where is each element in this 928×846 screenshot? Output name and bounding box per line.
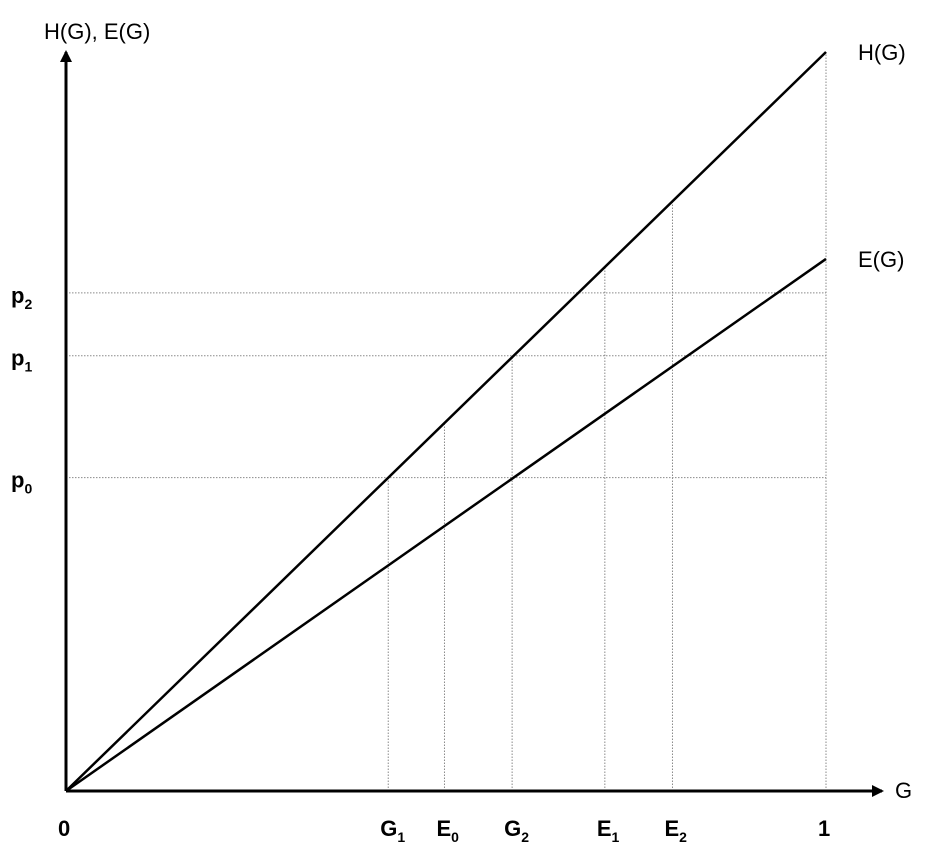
x-tick-label: E0 (436, 816, 459, 845)
y-tick-label: p1 (11, 346, 32, 375)
origin-label: 0 (58, 816, 70, 841)
y-tick-labels: p2 p1 p0 (11, 283, 32, 497)
guide-lines (66, 52, 827, 791)
x-tick-label: G2 (504, 816, 529, 845)
y-axis-title: H(G), E(G) (44, 19, 150, 44)
x-axis-title: G (895, 778, 912, 803)
series-lines (65, 51, 827, 793)
h-series-line (65, 51, 827, 792)
e-series-line (65, 257, 827, 793)
h-series-label: H(G) (858, 40, 906, 65)
e-series-label: E(G) (858, 247, 904, 272)
y-tick-label: p2 (11, 283, 32, 312)
x-tick-label: E2 (664, 816, 687, 845)
x-tick-labels: G1 E0 G2 E1 E2 1 (380, 816, 830, 845)
x-tick-label: 1 (818, 816, 830, 841)
x-tick-label: G1 (380, 816, 405, 845)
x-tick-label: E1 (597, 816, 620, 845)
y-tick-label: p0 (11, 468, 32, 497)
series-labels: H(G) E(G) (858, 40, 906, 272)
